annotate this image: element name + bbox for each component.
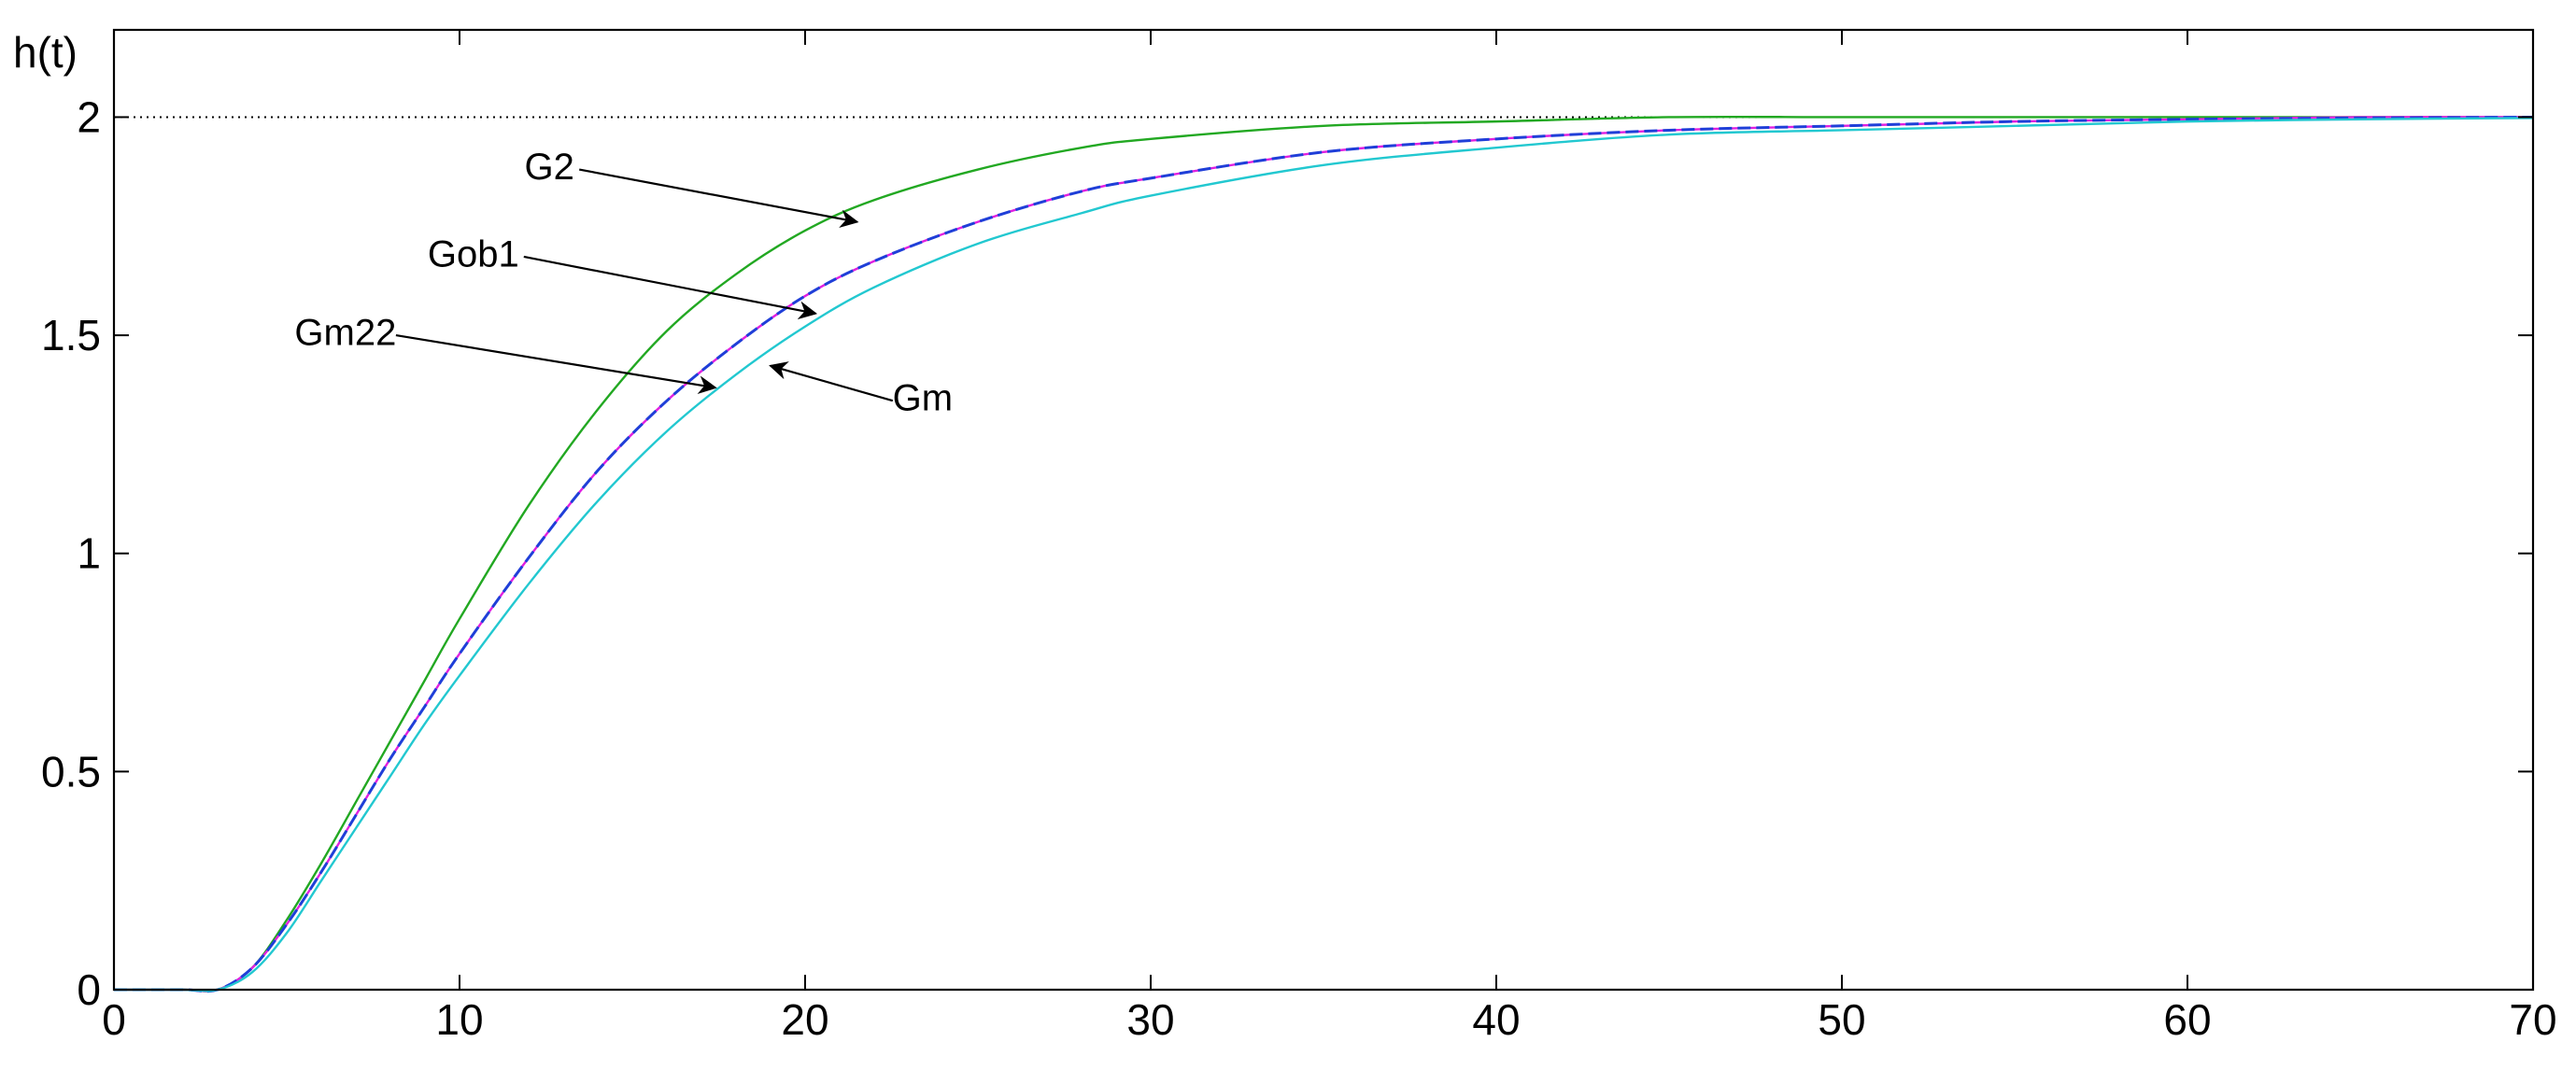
x-tick-label: 30 bbox=[1126, 995, 1174, 1044]
series-line-gm bbox=[113, 117, 2534, 993]
annotation-arrow-gm bbox=[769, 361, 894, 402]
x-tick-label: 40 bbox=[1472, 995, 1520, 1044]
x-tick-label: 60 bbox=[2163, 995, 2211, 1044]
annotation-label-g2: G2 bbox=[525, 147, 574, 188]
y-tick-label: 1 bbox=[77, 529, 101, 578]
y-tick-label: 1.5 bbox=[41, 311, 101, 359]
annotation-arrow-gob1 bbox=[523, 255, 818, 320]
y-tick-label: 0.5 bbox=[41, 747, 101, 795]
annotation-label-gm22: Gm22 bbox=[294, 313, 396, 354]
annotation-label-gm: Gm bbox=[893, 378, 953, 419]
annotation-arrow-gm22 bbox=[395, 334, 717, 395]
x-tick-label: 50 bbox=[1818, 995, 1865, 1044]
y-tick-label: 0 bbox=[77, 965, 101, 1014]
y-axis-label: h(t) bbox=[13, 28, 78, 77]
annotation-layer: G2 Gob1 Gm22 Gm bbox=[294, 147, 953, 419]
annotation-arrow-g2 bbox=[578, 168, 859, 229]
axes-layer: 0 10 20 30 40 50 60 70 0 0.5 1 1.5 2 bbox=[41, 28, 2557, 1044]
x-tick-label: 70 bbox=[2509, 995, 2556, 1044]
axes-frame bbox=[112, 28, 2535, 992]
x-tick-label: 0 bbox=[102, 995, 126, 1044]
series-layer bbox=[113, 115, 2534, 993]
y-tick-label: 2 bbox=[77, 92, 101, 141]
series-line-g2 bbox=[113, 115, 2533, 993]
x-tick-label: 20 bbox=[781, 995, 828, 1044]
x-tick-label: 10 bbox=[435, 995, 483, 1044]
annotation-label-gob1: Gob1 bbox=[428, 234, 519, 275]
series-line-gm22 bbox=[113, 115, 2534, 993]
